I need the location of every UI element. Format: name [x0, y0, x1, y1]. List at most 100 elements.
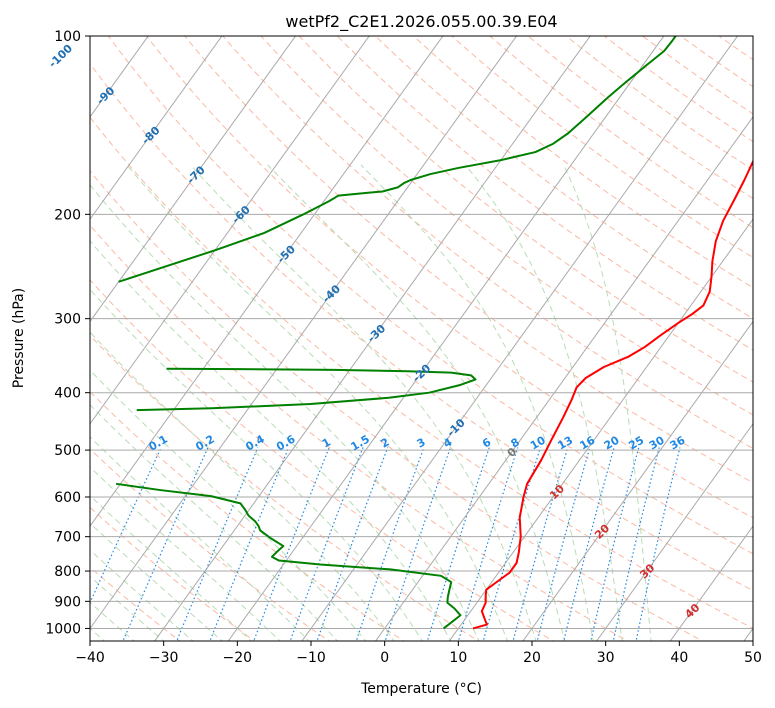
dry-adiabat: [145, 36, 753, 519]
x-tick-label: −20: [223, 650, 253, 666]
isotherm-line: [154, 36, 591, 641]
isotherm-line: [596, 422, 753, 641]
y-tick-label: 900: [54, 594, 81, 610]
isotherm-line: [448, 218, 753, 641]
isotherm-label: 20: [592, 522, 612, 542]
moist-adiabat: [267, 164, 566, 641]
mixing-ratio-line: [90, 447, 162, 605]
plot-frame: [89, 35, 754, 642]
moist-adiabat: [90, 494, 252, 641]
dry-adiabat: [565, 36, 753, 171]
isotherm-label: -20: [410, 361, 434, 384]
dry-adiabat: [222, 36, 753, 450]
mixing-ratio-line: [426, 447, 490, 641]
dry-adiabat: [718, 36, 753, 61]
dry-adiabat: [679, 36, 753, 88]
moist-adiabat: [90, 466, 281, 641]
isotherm-line: [90, 36, 518, 630]
mixing-ratio-label: 6: [480, 435, 493, 450]
mixing-ratio-line: [289, 447, 364, 641]
y-tick-label: 500: [54, 443, 81, 459]
isotherm-label: -100: [46, 42, 75, 71]
dry-adiabat: [489, 36, 753, 229]
mixing-ratio-line: [536, 447, 591, 641]
isotherm-line: [522, 320, 753, 641]
isotherm-label: -50: [275, 243, 299, 266]
axes: −40 −30 −20 −10 0 10 20 30 40 50 100 200 300 400 500 60…: [45, 29, 762, 666]
dry-adiabat: [90, 448, 331, 641]
mixing-ratio-line: [384, 447, 452, 641]
moist-adiabat: [90, 549, 194, 641]
moist-adiabat: [90, 369, 367, 641]
isotherm-line: [90, 36, 297, 323]
isotherm-label: -90: [94, 84, 118, 107]
isotherm-line: [90, 36, 444, 527]
dry-adiabat: [184, 36, 753, 484]
dewpoint-line: [115, 482, 462, 630]
mixing-ratio-line: [612, 447, 660, 641]
series-layer: [115, 36, 753, 630]
dry-adiabat: [743, 26, 775, 644]
mixing-ratio-line: [512, 447, 569, 641]
isotherm-line: [743, 627, 753, 641]
x-tick-label: 50: [744, 650, 762, 666]
moist-adiabat: [90, 404, 338, 641]
mixing-ratio-line: [590, 447, 640, 641]
isotherm-line: [375, 116, 753, 641]
dry-adiabat: [90, 62, 753, 592]
dry-adiabat: [260, 36, 753, 416]
mixing-ratio-line: [482, 447, 542, 641]
chart-title: wetPf2_C2E1.2026.055.00.39.E04: [285, 12, 557, 32]
isotherm-label: -80: [139, 124, 163, 147]
dry-adiabat: [298, 36, 753, 383]
x-tick-label: 30: [597, 650, 615, 666]
mixing-ratio-label: 2: [378, 436, 391, 451]
mixing-ratio-line: [176, 447, 259, 641]
isotherm-line: [227, 36, 665, 641]
grid: [0, 23, 753, 644]
y-tick-label: 700: [54, 530, 81, 546]
dry-adiabat: [90, 224, 630, 641]
isotherm-line: [0, 23, 10, 644]
temperature-line: [472, 159, 753, 630]
isotherm-label: -30: [365, 322, 389, 345]
isotherm-label: 40: [682, 601, 702, 621]
isotherm-line: [90, 36, 370, 425]
x-axis-label: Temperature (°C): [360, 681, 482, 697]
dry-adiabat: [107, 36, 753, 555]
y-tick-label: 300: [54, 312, 81, 328]
mixing-ratio-line: [316, 447, 389, 641]
isotherm-label: 30: [637, 561, 657, 581]
x-tick-label: 0: [380, 650, 389, 666]
moist-adiabat: [189, 164, 537, 641]
dry-adiabat: [90, 279, 555, 641]
moist-adiabat: [90, 288, 423, 641]
dry-adiabat: [527, 36, 753, 200]
dry-adiabat: [336, 36, 753, 351]
x-tick-label: 10: [449, 650, 467, 666]
y-tick-label: 100: [54, 29, 81, 45]
moist-adiabat: [90, 575, 165, 641]
x-tick-label: 40: [670, 650, 688, 666]
isotherm-label: -60: [229, 203, 253, 226]
mixing-ratio-label: 3: [415, 436, 428, 451]
dewpoint-line: [118, 36, 677, 283]
x-tick-label: −40: [75, 650, 105, 666]
mixing-ratio-label: 1: [320, 436, 333, 451]
y-tick-label: 1000: [45, 621, 81, 637]
mixing-ratio-line: [457, 447, 519, 641]
x-tick-label: −10: [296, 650, 326, 666]
mixing-ratio-line: [563, 447, 615, 641]
dewpoint-line: [136, 367, 477, 412]
dry-adiabat: [90, 170, 704, 641]
dry-adiabat: [451, 36, 753, 258]
isotherm-label: -70: [184, 163, 208, 186]
moist-adiabat: [464, 164, 623, 641]
x-tick-label: 20: [523, 650, 541, 666]
isotherm-line: [301, 36, 739, 641]
mixing-ratio-line: [355, 447, 425, 641]
line-labels: 0.1 0.2 0.4 0.6 1 1.5 2 3 4 6 8 10 13 16 20 25 30 36-100-…: [46, 42, 702, 621]
y-tick-label: 200: [54, 207, 81, 223]
y-axis-label: Pressure (hPa): [11, 288, 27, 388]
